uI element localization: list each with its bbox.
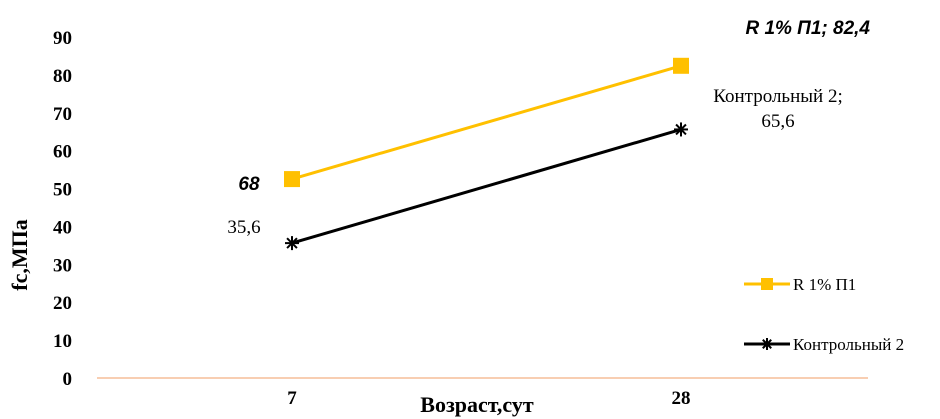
y-tick-label: 60 <box>53 142 72 163</box>
data-label-r1-7: 68 <box>238 174 260 195</box>
legend-label-control: Контрольный 2 <box>793 335 904 354</box>
y-axis-title: fc,МПа <box>7 219 32 290</box>
x-tick-label: 28 <box>672 388 691 409</box>
x-tick-label: 7 <box>287 388 297 409</box>
data-label-control-7: 35,6 <box>227 217 260 238</box>
legend-marker-control <box>761 338 773 350</box>
series-layer <box>284 57 689 251</box>
y-tick-label: 80 <box>53 66 72 87</box>
y-tick-label: 30 <box>53 255 72 276</box>
y-tick-label: 10 <box>53 331 72 352</box>
y-tick-label: 40 <box>53 217 72 238</box>
y-tick-label: 70 <box>53 104 72 125</box>
data-label-r1-28: R 1% П1; 82,4 <box>745 18 870 39</box>
x-axis-ticks: 7 28 <box>287 388 690 409</box>
data-label-control-28-line2: 65,6 <box>761 111 794 132</box>
y-tick-label: 90 <box>53 28 72 49</box>
y-tick-label: 50 <box>53 180 72 201</box>
legend: R 1% П1 Контрольный 2 <box>744 275 904 354</box>
legend-label-r1: R 1% П1 <box>793 275 856 294</box>
data-point-marker <box>673 57 689 74</box>
x-axis-title: Возраст,сут <box>420 392 534 417</box>
data-point-marker <box>674 122 688 137</box>
legend-star-marker <box>761 338 773 350</box>
y-tick-label: 20 <box>53 293 72 314</box>
series-line-1 <box>291 128 682 245</box>
y-tick-label: 0 <box>63 369 73 390</box>
series-line-0 <box>291 64 682 181</box>
data-point-marker <box>285 236 299 251</box>
legend-marker-r1 <box>761 278 773 290</box>
data-point-marker <box>284 171 300 188</box>
y-axis-ticks: 0 10 20 30 40 50 60 70 80 90 <box>53 28 72 390</box>
data-label-control-28-line1: Контрольный 2; <box>713 86 842 107</box>
